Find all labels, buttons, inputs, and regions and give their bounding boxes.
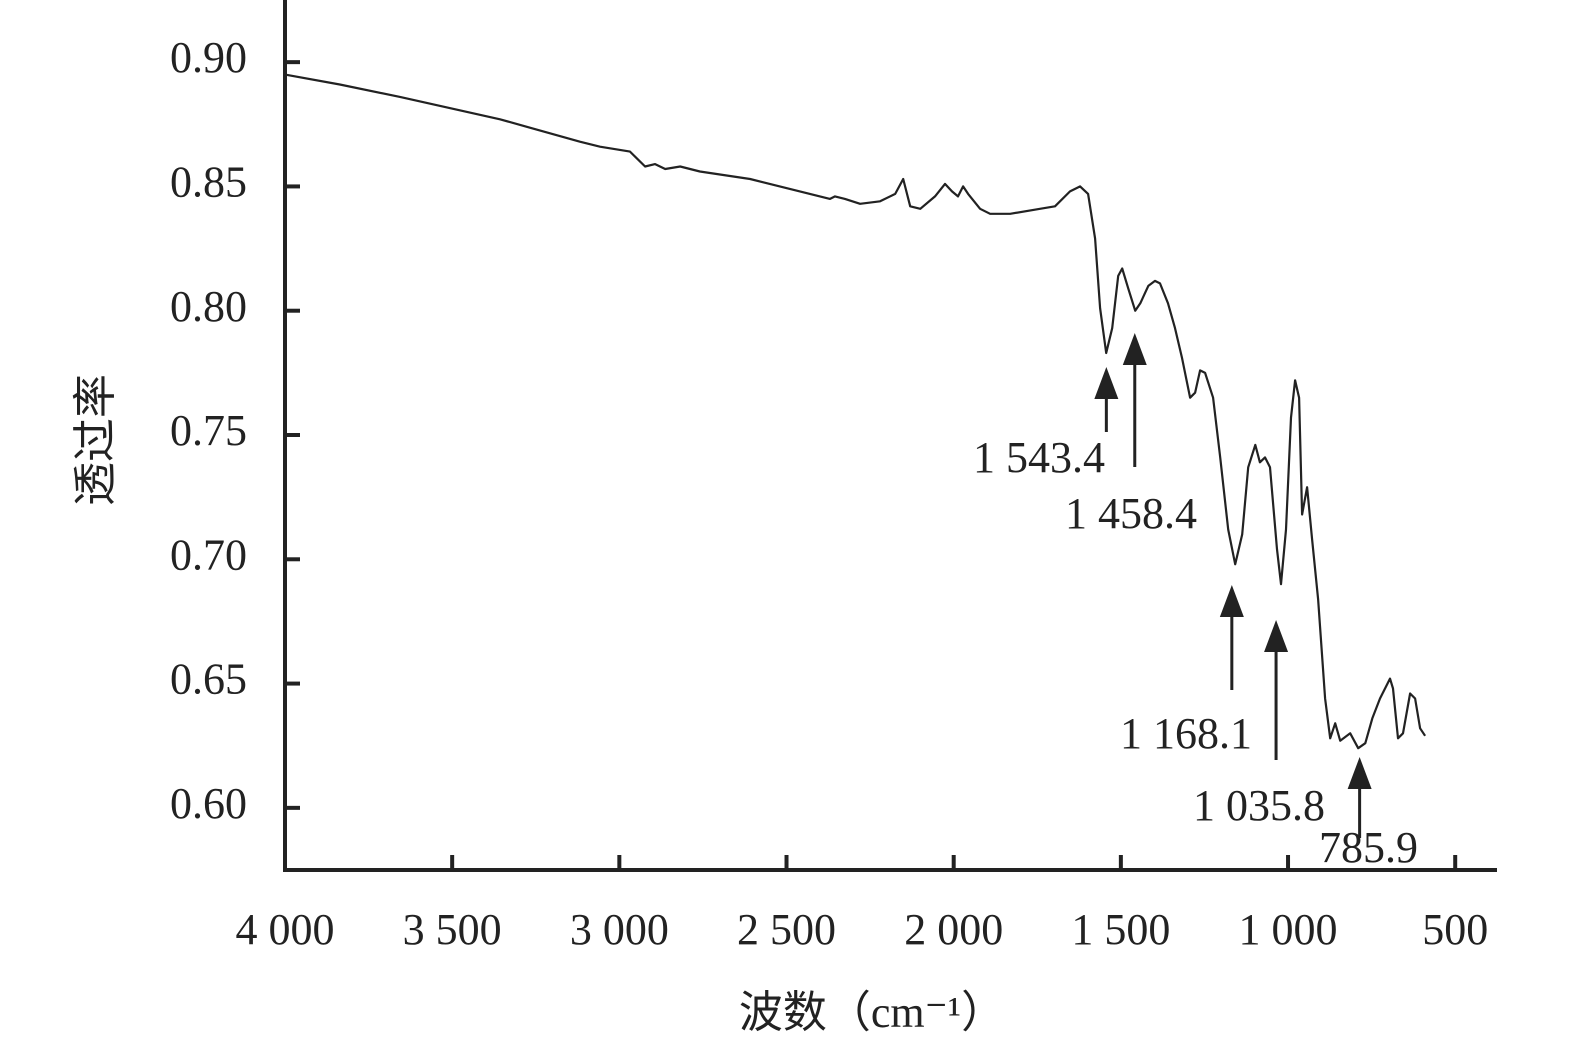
x-axis-label: 波数（cm⁻¹） [739,988,1005,1037]
y-axis-label: 透过率 [71,374,120,506]
y-tick-label: 0.60 [170,779,247,828]
x-tick-label: 2 000 [904,905,1003,954]
y-tick-label: 0.85 [170,158,247,207]
annotation-label: 1 543.4 [973,433,1105,482]
y-tick-label: 0.80 [170,282,247,331]
y-tick-label: 0.65 [170,655,247,704]
y-tick-label: 0.75 [170,406,247,455]
x-tick-label: 500 [1422,905,1488,954]
annotation-arrow-head [1094,367,1119,399]
annotation-arrow-head [1347,757,1372,789]
x-tick-label: 2 500 [737,905,836,954]
spectrum-line [284,73,1427,750]
y-tick-label: 0.90 [170,33,247,82]
annotation-label: 1 168.1 [1120,709,1252,758]
annotation-arrow-head [1219,585,1244,617]
x-tick-label: 3 500 [403,905,502,954]
y-tick-label: 0.70 [170,530,247,579]
x-tick-label: 1 500 [1071,905,1170,954]
x-tick-label: 4 000 [236,905,335,954]
annotation-label: 785.9 [1319,823,1418,872]
annotation-arrow-head [1264,620,1289,652]
annotation-arrow-head [1122,333,1147,365]
x-tick-label: 3 000 [570,905,669,954]
annotation-label: 1 458.4 [1065,489,1197,538]
x-tick-label: 1 000 [1239,905,1338,954]
annotation-label: 1 035.8 [1193,781,1325,830]
